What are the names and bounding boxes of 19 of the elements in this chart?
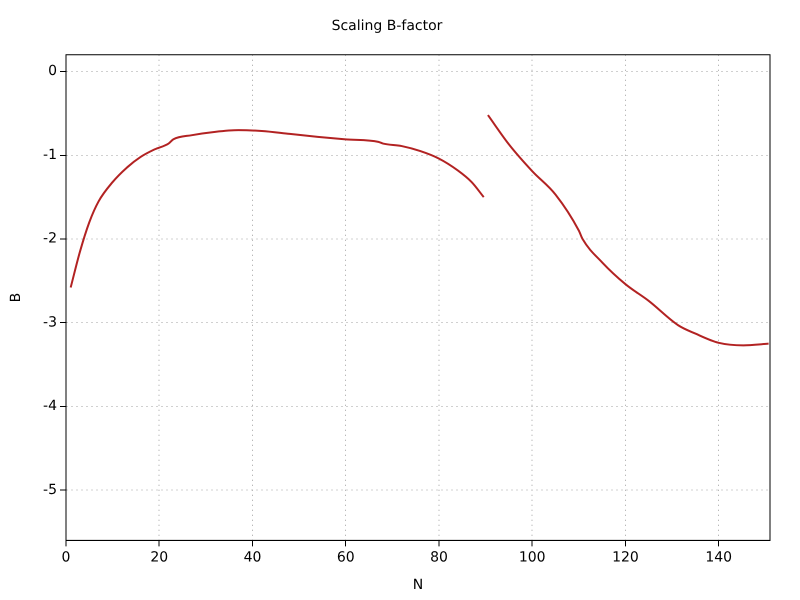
- x-tick-label: 20: [150, 549, 168, 566]
- x-tick-label: 100: [518, 549, 546, 566]
- chart-title: Scaling B-factor: [332, 18, 443, 34]
- x-tick-label: 140: [705, 549, 732, 566]
- line-series: [486, 114, 770, 346]
- y-tick-label: -1: [43, 146, 57, 163]
- x-tick-label: 120: [612, 549, 639, 566]
- line-series: [70, 129, 485, 289]
- y-axis-title: B: [8, 292, 24, 302]
- x-tick-label: 80: [430, 549, 448, 566]
- x-tick-label: 60: [336, 549, 355, 566]
- y-tick-label: -2: [43, 230, 57, 247]
- y-tick-label: -5: [43, 482, 57, 498]
- x-tick-label: 0: [62, 549, 70, 566]
- y-tick-label: -4: [43, 398, 58, 414]
- y-tick-label: 0: [48, 63, 57, 80]
- x-tick-label: 40: [244, 549, 262, 566]
- y-tick-label: -3: [43, 314, 57, 330]
- x-axis-title: N: [412, 577, 424, 594]
